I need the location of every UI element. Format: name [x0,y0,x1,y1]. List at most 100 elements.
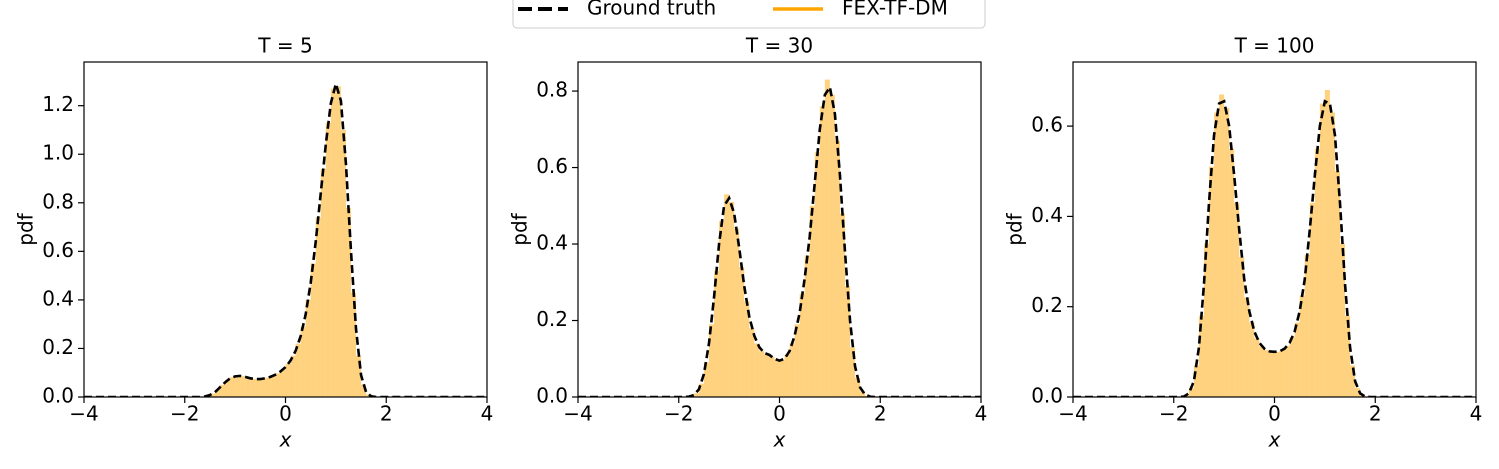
hist-bar [799,293,805,397]
hist-bar [1203,243,1210,397]
hist-bar [824,79,830,397]
hist-bar [345,207,351,397]
hist-bar [361,384,367,397]
plot-area [84,78,487,397]
x-tick-label: 4 [1470,402,1483,426]
hist-bar [275,373,281,397]
x-axis-label: x [773,428,786,452]
x-axis-label: x [279,428,292,452]
hist-bar [784,354,790,397]
y-tick-label: 0.6 [42,238,74,262]
y-tick-label: 0.4 [536,231,568,255]
y-axis-label: pdf [14,212,38,245]
x-tick-label: 2 [380,402,393,426]
hist-bar [1193,365,1199,397]
plot-area [1073,89,1476,397]
hist-bar [789,343,795,397]
hist-bar [769,356,775,397]
hist-bar [335,86,341,397]
hist-bar [814,152,820,397]
hist-bar [1289,337,1295,397]
plot-area [578,79,981,397]
pdf-line [578,83,981,397]
hist-bar [1188,387,1194,397]
x-tick-label: 0 [279,402,292,426]
hist-bar [1244,297,1250,397]
hist-bar [290,355,296,397]
hist-bar [240,376,246,397]
hist-bar [1299,295,1305,397]
hist-bar [356,355,362,397]
hist-bar [1339,243,1346,397]
hist-bar [220,384,226,397]
hist-bar [1284,345,1290,397]
hist-bar [1314,148,1320,397]
y-tick-label: 0.8 [42,189,74,213]
legend-label: Ground truth [587,0,716,20]
hist-bar [325,122,331,397]
hist-bar [729,201,735,397]
hist-bar [310,263,316,397]
x-tick-label: 4 [481,402,494,426]
y-tick-label: 0.4 [1031,203,1063,227]
hist-bar [1279,350,1285,397]
hist-bar [1355,387,1361,397]
y-tick-label: 0.6 [536,154,568,178]
hist-bar [1264,350,1270,397]
hist-bar [295,343,301,397]
axes-frame [577,61,982,398]
hist-bar [315,217,321,397]
hist-bar [255,379,261,397]
y-tick-label: 0.0 [42,384,74,408]
hist-bar [285,363,291,397]
hist-bar [1350,365,1356,397]
y-tick-label: 0.2 [42,335,74,359]
hist-bar [235,375,241,397]
y-tick-label: 0.8 [536,78,568,102]
hist-bar [265,377,271,397]
hist-bar [698,383,704,397]
y-tick-label: 0.6 [1031,113,1063,137]
hist-bar [225,380,231,397]
chart-title: T = 30 [745,34,813,58]
hist-bar [1269,351,1275,397]
y-axis-label: pdf [508,212,532,245]
hist-bar [330,88,336,397]
hist-bar [1345,315,1351,397]
y-tick-label: 0.2 [536,307,568,331]
hist-bar [703,362,709,397]
hist-bar [1239,257,1245,397]
hist-bar [779,360,785,397]
x-tick-label: 0 [1268,402,1281,426]
x-tick-label: −4 [1058,402,1087,426]
hist-bar [860,391,866,397]
hist-bar [754,343,760,397]
hist-bar [829,94,835,397]
hist-bar [839,213,845,397]
hist-bar [850,347,856,397]
y-tick-label: 0.2 [1031,293,1063,317]
x-tick-label: −4 [563,402,592,426]
hist-bar [774,359,780,397]
chart-title: T = 100 [1234,34,1315,58]
hist-bar [1214,112,1220,397]
hist-bar [280,369,286,397]
hist-bar [250,378,256,397]
hist-bar [834,140,840,397]
hist-bar [1209,166,1215,397]
x-tick-label: −2 [1159,402,1188,426]
x-tick-label: −2 [170,402,199,426]
y-tick-label: 0.0 [1031,384,1063,408]
pdf-line [1073,99,1476,397]
x-axis-label: x [1268,428,1281,452]
hist-bar [708,324,715,397]
hist-bar [714,270,720,397]
hist-bar [1259,346,1265,397]
hist-bar [260,378,266,397]
x-tick-label: 2 [874,402,887,426]
hist-bar [744,301,750,397]
hist-bar [230,377,236,397]
x-tick-label: 2 [1369,402,1382,426]
hist-bar [759,351,765,397]
